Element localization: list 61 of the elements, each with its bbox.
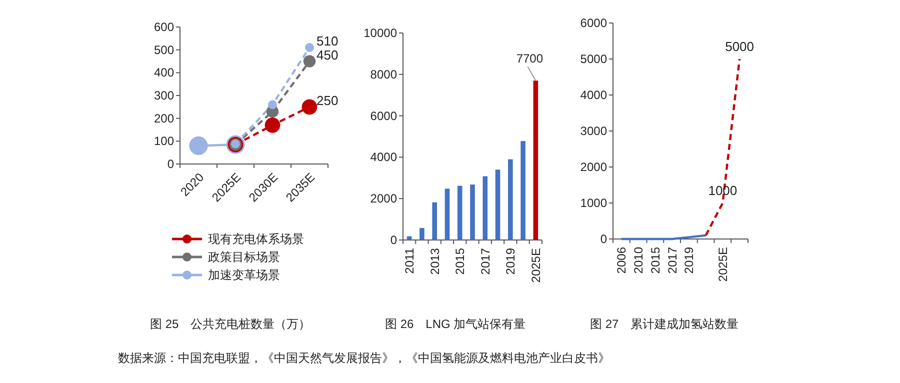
y-tick-label: 0 [600, 232, 608, 246]
point [189, 136, 208, 156]
bar [533, 80, 538, 240]
y-tick-label: 300 [154, 88, 174, 102]
y-tick-label: 2000 [370, 192, 398, 206]
y-tick-label: 3000 [580, 124, 608, 138]
legend-label: 现有充电体系场景 [208, 232, 304, 246]
x-tick-label: 2015 [453, 248, 468, 275]
point [303, 55, 316, 68]
x-tick-label: 2013 [428, 248, 442, 275]
point [268, 100, 277, 110]
y-tick-label: 600 [154, 20, 174, 34]
bar [457, 186, 462, 240]
y-tick-label: 4000 [580, 88, 608, 102]
y-tick-label: 0 [390, 233, 398, 247]
point [264, 117, 280, 133]
point [305, 43, 314, 52]
y-tick-label: 6000 [370, 108, 398, 123]
x-tick-label: 2006 [614, 246, 629, 274]
y-tick-label: 6000 [580, 16, 608, 30]
legend-label: 政策目标场景 [208, 250, 280, 264]
bar [520, 141, 526, 240]
bar [482, 176, 488, 240]
x-tick-label: 2025E [528, 248, 543, 283]
bar [444, 188, 450, 240]
x-tick-label: 2025E [716, 247, 730, 282]
data-label: 510 [316, 34, 338, 49]
x-tick-label: 2019 [682, 246, 696, 274]
data-label: 5000 [725, 39, 754, 54]
y-tick-label: 0 [167, 157, 174, 171]
bar [508, 159, 513, 240]
data-label: 250 [316, 92, 338, 108]
x-tick-label: 2011 [402, 248, 417, 274]
x-tick-label: 2017 [478, 248, 492, 275]
text: 图 25 公共充电桩数量（万） [150, 317, 311, 331]
x-tick-label: 2015 [648, 246, 662, 274]
y-tick-label: 10000 [364, 26, 398, 40]
y-tick-label: 5000 [580, 52, 608, 66]
point [302, 99, 318, 115]
bar [420, 228, 424, 240]
y-tick-label: 4000 [370, 150, 398, 164]
y-tick-label: 400 [154, 66, 174, 80]
bar [432, 202, 437, 240]
bar [470, 184, 475, 240]
y-tick-label: 2000 [580, 160, 608, 174]
x-tick-label: 2017 [665, 246, 680, 274]
y-tick-label: 8000 [370, 67, 398, 82]
source-note: 数据来源：中国充电联盟，《中国天然气发展报告》，《中国氢能源及燃料电池产业白皮书》 [118, 351, 610, 365]
legend-label: 加速变革场景 [208, 268, 280, 282]
text: 图 26 LNG 加气站保有量 [385, 317, 526, 331]
x-tick-label: 2010 [632, 246, 646, 274]
x-tick-label: 2019 [504, 248, 518, 275]
y-tick-label: 200 [154, 111, 174, 126]
data-label: 7700 [516, 52, 544, 66]
y-tick-label: 100 [154, 134, 174, 148]
y-tick-label: 1000 [580, 196, 608, 210]
data-label: 1000 [708, 183, 738, 198]
data-label: 450 [316, 47, 338, 62]
bar [495, 170, 500, 240]
text: 图 27 累计建成加氢站数量 [590, 317, 739, 331]
y-tick-label: 500 [154, 42, 174, 57]
